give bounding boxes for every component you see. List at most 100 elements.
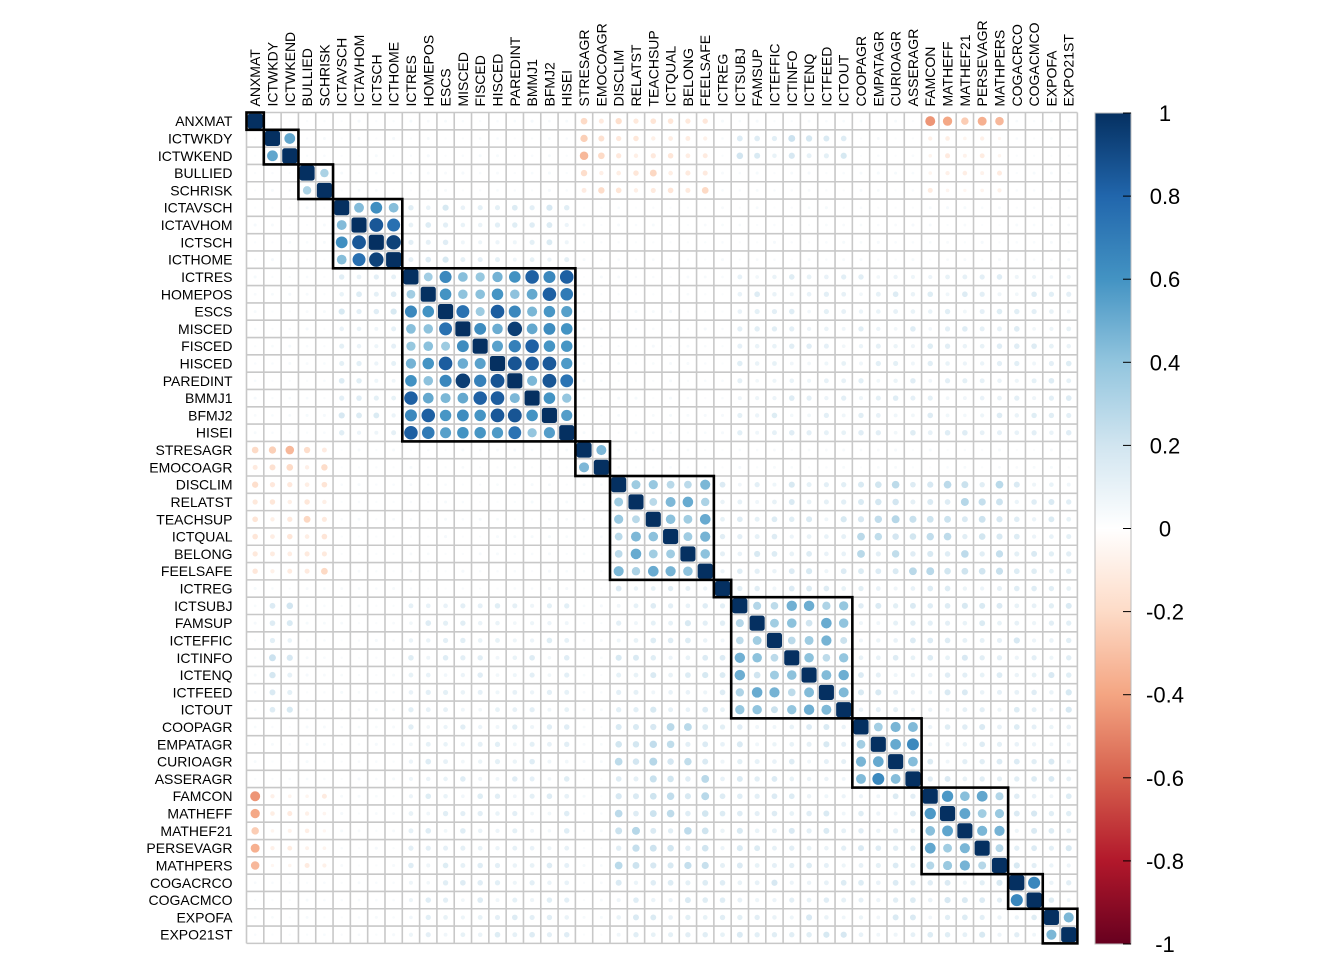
corr-circle (841, 291, 847, 297)
column-label: MATHEF21 (957, 34, 973, 106)
corr-circle (979, 897, 986, 904)
corr-circle (478, 776, 483, 781)
corr-circle (375, 119, 378, 123)
corr-circle (409, 500, 413, 504)
corr-circle (773, 448, 776, 452)
corr-circle (1032, 137, 1036, 140)
corr-circle (563, 828, 570, 834)
corr-circle (771, 793, 778, 800)
corr-circle (375, 137, 378, 140)
corr-circle (1031, 638, 1037, 643)
corr-circle (771, 308, 778, 315)
corr-circle (252, 533, 258, 540)
corr-circle (426, 880, 431, 885)
corr-circle (807, 448, 811, 452)
colorbar-tick-label: -1 (1155, 932, 1175, 957)
corr-circle (669, 223, 672, 227)
corr-circle (546, 204, 553, 211)
corr-circle (286, 602, 294, 610)
corr-circle (460, 707, 465, 712)
corr-circle (669, 241, 672, 244)
corr-circle (287, 482, 293, 488)
corr-circle (581, 187, 587, 193)
corr-circle (600, 795, 603, 798)
corr-circle (941, 790, 954, 802)
corr-circle (805, 619, 813, 627)
row-labels: ANXMATICTWKDYICTWKENDBULLIEDSCHRISKICTAV… (146, 113, 233, 943)
corr-circle (704, 396, 707, 400)
corr-circle (427, 587, 430, 590)
corr-circle (979, 655, 985, 661)
corr-circle (252, 568, 258, 574)
corr-circle (340, 621, 344, 625)
corr-circle (477, 655, 483, 661)
corr-circle (408, 672, 414, 678)
corr-circle (839, 601, 849, 611)
corr-circle (305, 379, 309, 383)
corr-circle (944, 637, 951, 644)
corr-circle (374, 898, 378, 902)
corr-circle (772, 586, 777, 591)
corr-circle (877, 258, 880, 261)
corr-circle (460, 205, 466, 211)
corr-circle (304, 862, 310, 868)
diagonal-cell (420, 286, 436, 302)
corr-circle (340, 933, 343, 936)
corr-circle (374, 794, 378, 798)
corr-circle (392, 136, 396, 141)
corr-circle (305, 154, 309, 157)
corr-circle (1066, 742, 1071, 747)
corr-circle (891, 515, 900, 524)
corr-circle (496, 500, 499, 504)
corr-circle (720, 862, 726, 869)
corr-circle (460, 603, 466, 609)
corr-circle (529, 845, 535, 851)
corr-circle (649, 169, 657, 177)
corr-circle (408, 690, 414, 695)
corr-circle (1065, 602, 1072, 609)
corr-circle (945, 153, 951, 159)
corr-circle (579, 462, 590, 473)
corr-circle (1063, 912, 1074, 923)
corr-circle (823, 931, 830, 938)
corr-circle (305, 639, 309, 642)
corr-circle (942, 860, 953, 871)
corr-circle (771, 551, 778, 557)
corr-circle (1049, 724, 1054, 730)
corr-circle (582, 379, 586, 383)
corr-circle (600, 258, 603, 261)
corr-circle (651, 413, 655, 417)
corr-circle (686, 466, 690, 469)
corr-circle (702, 603, 708, 609)
corr-circle (1048, 585, 1055, 592)
corr-circle (945, 170, 950, 176)
corr-circle (271, 171, 274, 175)
corr-circle (909, 515, 917, 523)
corr-circle (754, 914, 760, 921)
corr-circle (962, 429, 968, 436)
corr-circle (321, 516, 327, 522)
corr-circle (1014, 793, 1020, 799)
corr-circle (374, 638, 378, 642)
corr-circle (288, 189, 292, 192)
corr-circle (806, 862, 812, 869)
corr-circle (876, 621, 881, 626)
corr-circle (929, 258, 932, 261)
corr-circle (474, 322, 487, 335)
corr-circle (1065, 360, 1072, 367)
corr-circle (582, 933, 586, 936)
corr-circle (824, 274, 829, 280)
corr-circle (530, 466, 534, 469)
corr-circle (423, 272, 433, 282)
corr-circle (720, 413, 725, 417)
corr-circle (892, 862, 899, 869)
corr-circle (700, 531, 711, 542)
corr-circle (356, 378, 362, 384)
corr-circle (772, 725, 777, 729)
corr-circle (546, 897, 553, 903)
corr-circle (495, 638, 500, 643)
corr-circle (530, 448, 534, 452)
corr-circle (945, 361, 950, 366)
corr-circle (614, 497, 624, 507)
corr-circle (357, 794, 361, 798)
